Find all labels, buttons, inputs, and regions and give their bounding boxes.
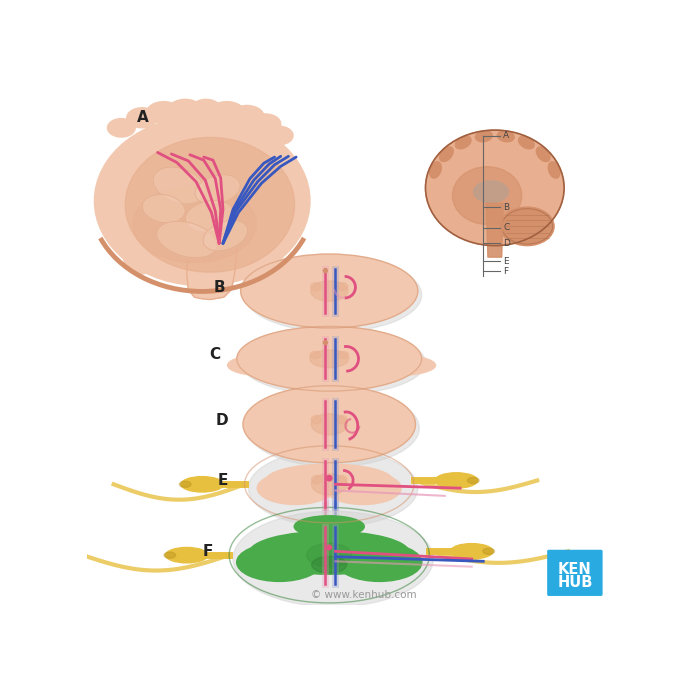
Ellipse shape — [451, 543, 493, 559]
Ellipse shape — [164, 552, 175, 558]
Ellipse shape — [326, 475, 332, 481]
Ellipse shape — [195, 175, 240, 204]
Text: D: D — [503, 239, 510, 248]
Ellipse shape — [452, 167, 522, 224]
Ellipse shape — [329, 271, 391, 293]
Ellipse shape — [337, 475, 347, 484]
Ellipse shape — [230, 105, 264, 127]
Ellipse shape — [276, 293, 382, 319]
Ellipse shape — [106, 193, 152, 255]
Ellipse shape — [519, 136, 534, 149]
Ellipse shape — [537, 147, 550, 162]
Polygon shape — [187, 232, 237, 299]
Ellipse shape — [311, 474, 347, 495]
Text: F: F — [203, 544, 213, 559]
Ellipse shape — [126, 107, 158, 128]
Ellipse shape — [181, 477, 223, 492]
Ellipse shape — [430, 162, 441, 178]
Ellipse shape — [324, 269, 327, 273]
Text: D: D — [215, 413, 228, 428]
Ellipse shape — [294, 515, 364, 537]
Text: E: E — [503, 256, 509, 265]
Ellipse shape — [325, 472, 401, 505]
Ellipse shape — [327, 545, 332, 549]
Ellipse shape — [169, 99, 202, 121]
Ellipse shape — [307, 543, 352, 567]
Ellipse shape — [311, 281, 348, 301]
Ellipse shape — [243, 386, 415, 463]
Ellipse shape — [250, 114, 281, 134]
Ellipse shape — [352, 355, 435, 376]
Ellipse shape — [311, 556, 347, 573]
Ellipse shape — [248, 449, 418, 527]
Ellipse shape — [500, 207, 554, 245]
Ellipse shape — [95, 116, 310, 286]
Ellipse shape — [467, 477, 479, 483]
Ellipse shape — [123, 235, 158, 274]
Ellipse shape — [267, 271, 329, 293]
Ellipse shape — [147, 101, 181, 123]
Text: KEN: KEN — [558, 562, 592, 577]
Text: B: B — [214, 279, 225, 294]
Text: B: B — [503, 203, 509, 211]
Ellipse shape — [497, 131, 514, 142]
Ellipse shape — [125, 137, 294, 272]
Ellipse shape — [265, 126, 293, 145]
Ellipse shape — [426, 130, 564, 245]
Text: F: F — [503, 267, 509, 275]
Polygon shape — [486, 203, 503, 257]
Ellipse shape — [310, 352, 321, 358]
Ellipse shape — [180, 481, 191, 488]
Ellipse shape — [310, 350, 349, 368]
Ellipse shape — [257, 472, 333, 505]
Ellipse shape — [153, 167, 205, 204]
Ellipse shape — [311, 415, 322, 424]
Text: A: A — [503, 131, 509, 140]
Ellipse shape — [266, 464, 393, 497]
Ellipse shape — [311, 475, 322, 484]
Ellipse shape — [439, 147, 454, 162]
Ellipse shape — [210, 101, 243, 122]
Ellipse shape — [156, 221, 217, 258]
Ellipse shape — [203, 220, 248, 251]
Ellipse shape — [166, 547, 208, 563]
Text: © www.kenhub.com: © www.kenhub.com — [311, 590, 417, 600]
Ellipse shape — [142, 194, 185, 223]
Ellipse shape — [245, 258, 422, 332]
Ellipse shape — [133, 186, 256, 262]
Ellipse shape — [548, 162, 560, 178]
Text: HUB: HUB — [557, 575, 592, 590]
Ellipse shape — [241, 330, 426, 395]
Text: A: A — [137, 109, 148, 124]
Ellipse shape — [456, 136, 471, 149]
Ellipse shape — [337, 282, 348, 290]
Ellipse shape — [237, 326, 422, 391]
FancyBboxPatch shape — [547, 549, 602, 596]
Ellipse shape — [435, 473, 477, 488]
Ellipse shape — [311, 282, 321, 290]
Text: E: E — [218, 473, 228, 488]
Ellipse shape — [186, 201, 235, 232]
Ellipse shape — [311, 413, 347, 435]
Ellipse shape — [337, 543, 422, 581]
Ellipse shape — [337, 352, 349, 358]
Ellipse shape — [190, 99, 222, 121]
Ellipse shape — [228, 355, 301, 376]
Ellipse shape — [241, 254, 418, 328]
Ellipse shape — [247, 390, 420, 466]
Ellipse shape — [337, 415, 347, 424]
Ellipse shape — [237, 543, 322, 581]
Ellipse shape — [475, 131, 492, 142]
Ellipse shape — [233, 511, 433, 607]
Ellipse shape — [474, 181, 508, 203]
Ellipse shape — [107, 118, 135, 137]
Text: C: C — [209, 347, 221, 362]
Ellipse shape — [324, 341, 327, 345]
Ellipse shape — [483, 548, 494, 554]
Ellipse shape — [249, 531, 409, 574]
Text: C: C — [503, 224, 509, 233]
